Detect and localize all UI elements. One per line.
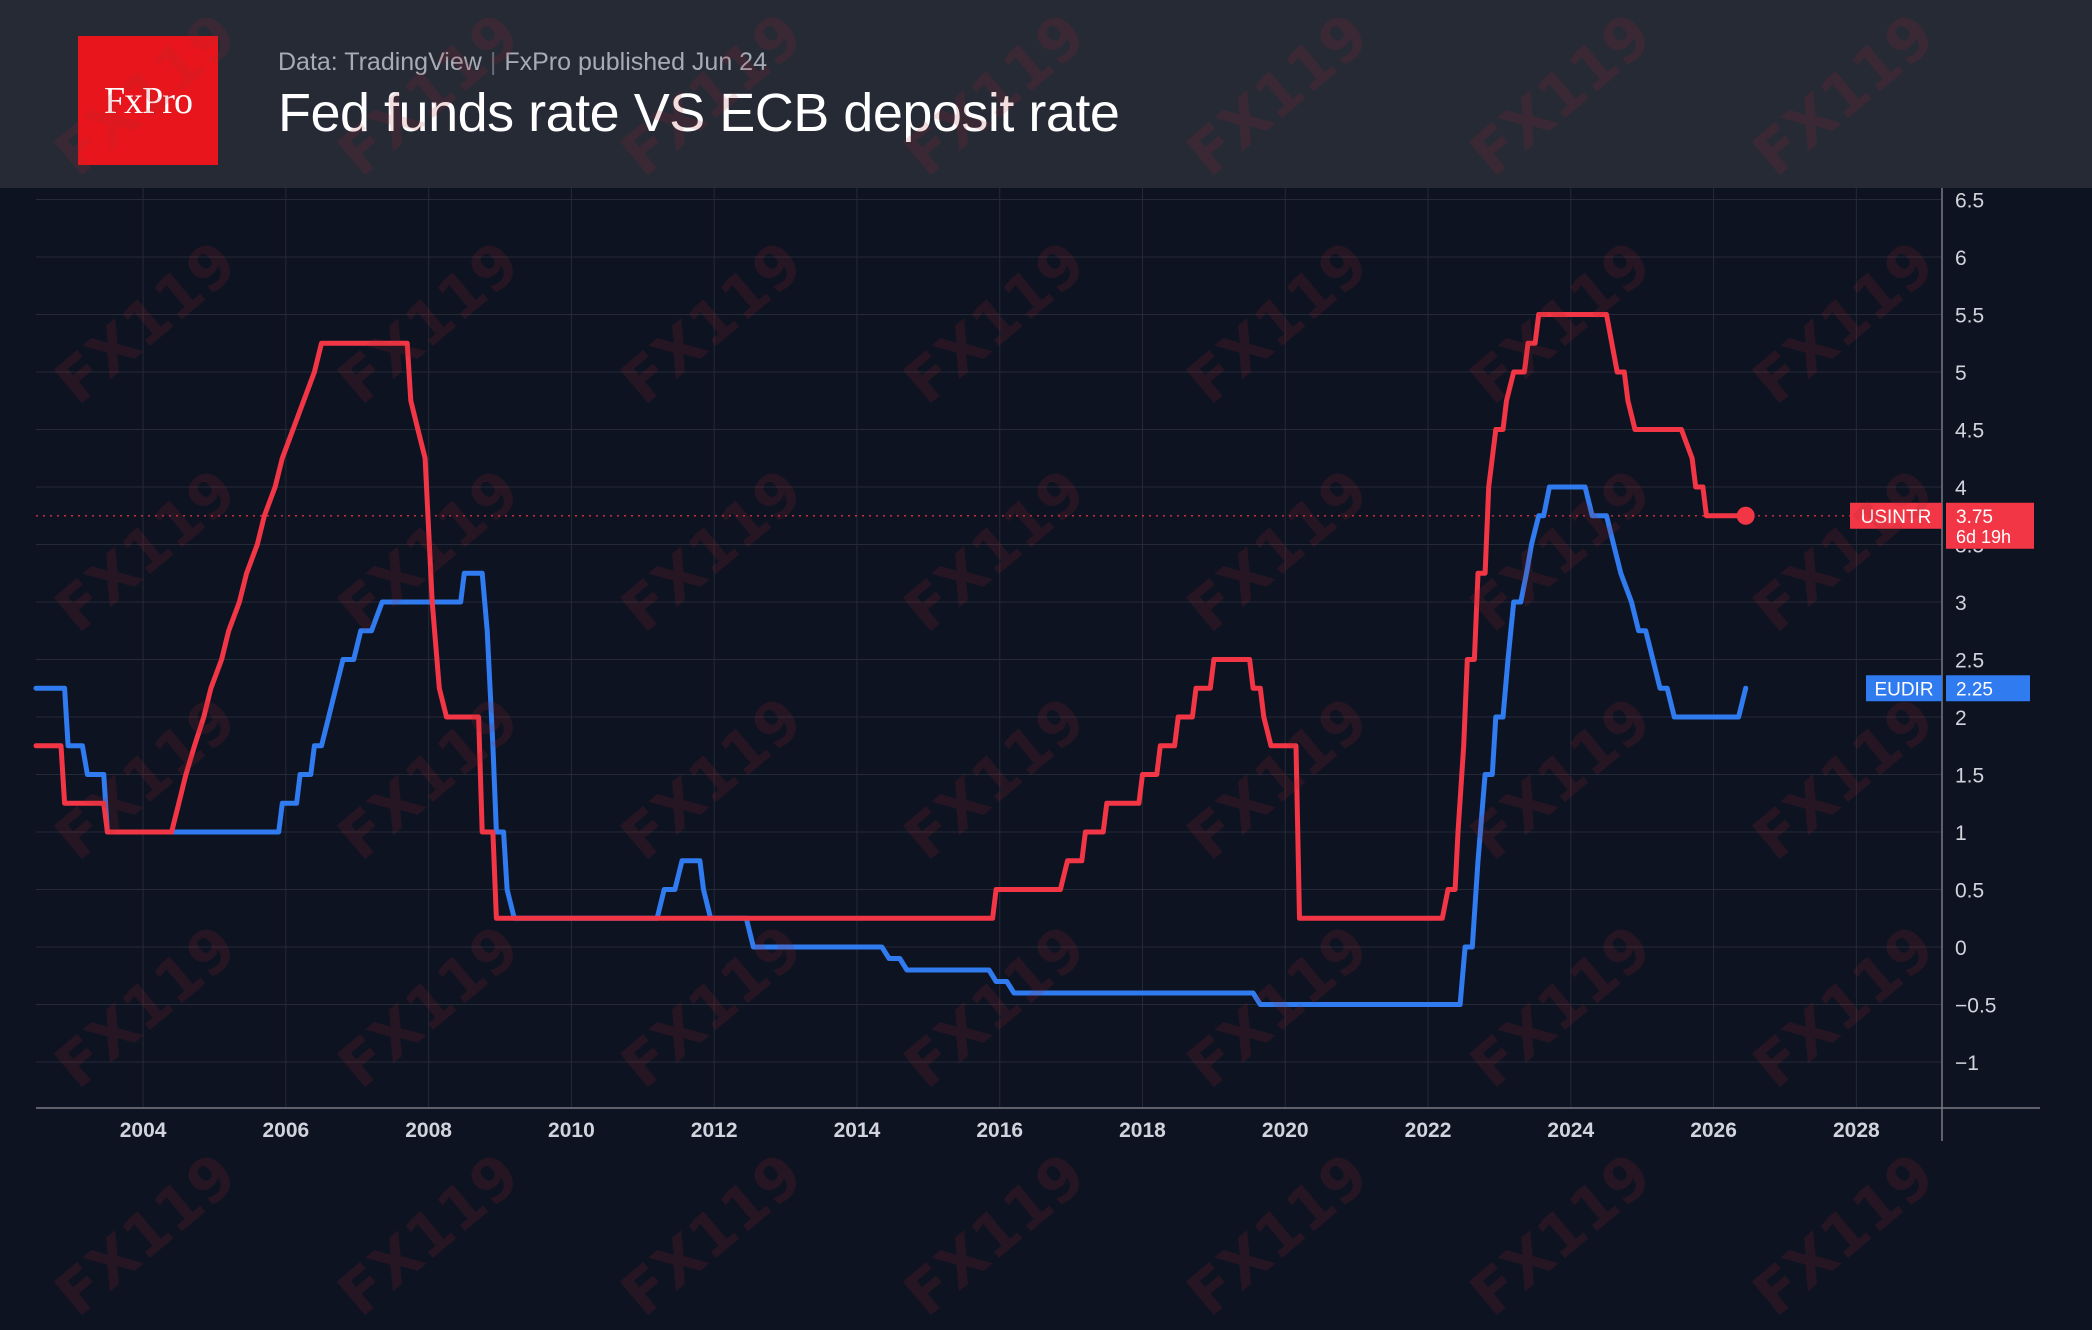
usintr-countdown-label: 6d 19h bbox=[1956, 527, 2011, 547]
header-bar: FxPro Data: TradingView | FxPro published … bbox=[0, 0, 2092, 188]
y-tick-label: 3 bbox=[1955, 592, 1967, 615]
published-date: FxPro published Jun 24 bbox=[504, 48, 767, 76]
chart-axes: 6.565.554.543.532.521.510.50−0.5−1200420… bbox=[36, 188, 2040, 1142]
y-tick-label: 5.5 bbox=[1955, 305, 1984, 328]
x-tick-label: 2018 bbox=[1119, 1119, 1166, 1142]
x-tick-label: 2006 bbox=[262, 1119, 309, 1142]
y-tick-label: 6.5 bbox=[1955, 190, 1984, 213]
x-tick-label: 2028 bbox=[1833, 1119, 1880, 1142]
x-tick-label: 2004 bbox=[120, 1119, 167, 1142]
y-tick-label: 1 bbox=[1955, 822, 1967, 845]
y-tick-label: 2.5 bbox=[1955, 650, 1984, 673]
y-tick-label: 5 bbox=[1955, 362, 1967, 385]
y-tick-label: 4 bbox=[1955, 477, 1967, 500]
chart-title: Fed funds rate VS ECB deposit rate bbox=[278, 83, 1120, 143]
separator: | bbox=[489, 48, 497, 76]
eudir-name-label: EUDIR bbox=[1874, 679, 1933, 700]
fxpro-logo: FxPro bbox=[78, 36, 218, 165]
x-tick-label: 2012 bbox=[691, 1119, 738, 1142]
y-tick-label: 4.5 bbox=[1955, 420, 1984, 443]
x-tick-label: 2020 bbox=[1262, 1119, 1309, 1142]
x-tick-label: 2026 bbox=[1690, 1119, 1737, 1142]
x-tick-label: 2008 bbox=[405, 1119, 452, 1142]
usintr-last-point bbox=[1736, 506, 1755, 525]
chart-subtitle: Data: TradingView | FxPro published Jun 24 bbox=[278, 48, 767, 77]
usintr-name-label: USINTR bbox=[1861, 507, 1932, 528]
y-tick-label: 6 bbox=[1955, 247, 1967, 270]
x-tick-label: 2014 bbox=[834, 1119, 881, 1142]
rate-chart: 6.565.554.543.532.521.510.50−0.5−1200420… bbox=[33, 188, 2040, 1142]
usintr-value-label: 3.75 bbox=[1956, 507, 1993, 528]
y-tick-label: 0 bbox=[1955, 937, 1967, 960]
eudir-value-label: 2.25 bbox=[1956, 679, 1993, 700]
x-tick-label: 2022 bbox=[1405, 1119, 1452, 1142]
eudir-name-box bbox=[1866, 675, 1942, 702]
y-tick-label: 0.5 bbox=[1955, 880, 1984, 903]
y-tick-label: −0.5 bbox=[1955, 995, 1996, 1018]
chart-lines bbox=[33, 312, 1942, 1007]
y-tick-label: −1 bbox=[1955, 1052, 1979, 1075]
usintr-value-box bbox=[1946, 502, 2034, 549]
y-tick-label: 1.5 bbox=[1955, 765, 1984, 788]
eudir-value-box bbox=[1946, 675, 2030, 702]
data-source: Data: TradingView bbox=[278, 48, 482, 76]
chart-grid bbox=[36, 188, 1942, 1108]
x-tick-label: 2024 bbox=[1547, 1119, 1594, 1142]
usintr-name-box bbox=[1850, 502, 1942, 529]
x-tick-label: 2016 bbox=[976, 1119, 1023, 1142]
y-tick-label: 2 bbox=[1955, 707, 1967, 730]
usintr-series-line bbox=[33, 312, 1749, 921]
x-tick-label: 2010 bbox=[548, 1119, 595, 1142]
eudir-series-line bbox=[33, 484, 1749, 1007]
